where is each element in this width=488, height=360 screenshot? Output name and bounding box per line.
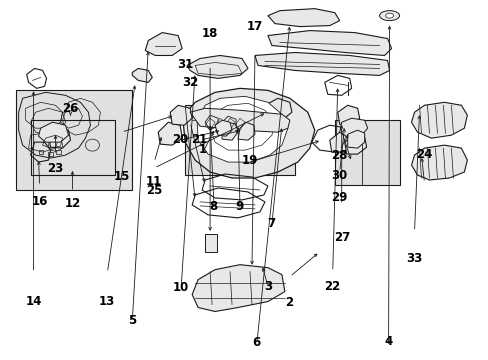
Polygon shape [192, 265, 285, 311]
Text: 4: 4 [384, 335, 392, 348]
Polygon shape [339, 118, 367, 137]
Polygon shape [31, 120, 115, 175]
Polygon shape [145, 32, 182, 55]
Polygon shape [158, 122, 182, 145]
Polygon shape [264, 98, 291, 120]
Text: 11: 11 [146, 175, 162, 188]
Polygon shape [222, 122, 238, 140]
Ellipse shape [379, 11, 399, 21]
Polygon shape [411, 102, 467, 138]
Polygon shape [267, 31, 391, 55]
Text: 15: 15 [113, 170, 129, 183]
Text: 26: 26 [61, 103, 78, 116]
Polygon shape [215, 120, 232, 136]
Text: 29: 29 [331, 191, 347, 204]
Text: 3: 3 [264, 280, 271, 293]
Polygon shape [334, 120, 399, 185]
Text: 13: 13 [99, 296, 115, 309]
Text: 2: 2 [285, 296, 293, 309]
Text: 27: 27 [333, 231, 349, 244]
Text: 24: 24 [415, 148, 431, 161]
Text: 22: 22 [324, 280, 340, 293]
Polygon shape [16, 90, 132, 190]
Text: 18: 18 [201, 27, 217, 40]
Polygon shape [337, 105, 359, 125]
Polygon shape [254, 53, 389, 75]
Text: 8: 8 [209, 201, 218, 213]
Polygon shape [187, 55, 247, 78]
Text: 23: 23 [47, 162, 63, 175]
Text: 5: 5 [128, 314, 136, 327]
Polygon shape [183, 88, 314, 178]
Polygon shape [48, 128, 70, 148]
Text: 14: 14 [25, 296, 42, 309]
Text: 12: 12 [64, 197, 81, 210]
Text: 17: 17 [246, 20, 263, 33]
Text: 28: 28 [331, 149, 347, 162]
Polygon shape [185, 105, 294, 175]
Polygon shape [190, 108, 289, 132]
Text: 30: 30 [331, 169, 347, 182]
Polygon shape [132, 68, 152, 82]
Text: 7: 7 [267, 217, 275, 230]
Ellipse shape [385, 13, 393, 18]
Polygon shape [347, 130, 364, 148]
Polygon shape [344, 134, 366, 154]
Text: 21: 21 [191, 133, 207, 146]
Text: 1: 1 [199, 143, 207, 156]
Polygon shape [170, 105, 192, 125]
Bar [204, 234, 217, 252]
Text: 33: 33 [405, 252, 422, 265]
Text: 19: 19 [241, 154, 257, 167]
Polygon shape [411, 145, 467, 180]
Text: 6: 6 [252, 336, 260, 348]
Text: 32: 32 [182, 76, 198, 89]
Polygon shape [329, 132, 351, 152]
Text: 31: 31 [177, 58, 193, 71]
Polygon shape [39, 122, 68, 142]
Polygon shape [197, 96, 287, 162]
Polygon shape [238, 122, 254, 140]
Text: 25: 25 [146, 184, 162, 197]
Text: 20: 20 [172, 133, 188, 146]
Text: 16: 16 [31, 195, 48, 208]
Text: 10: 10 [173, 281, 189, 294]
Polygon shape [267, 9, 339, 27]
Text: 9: 9 [235, 201, 243, 213]
